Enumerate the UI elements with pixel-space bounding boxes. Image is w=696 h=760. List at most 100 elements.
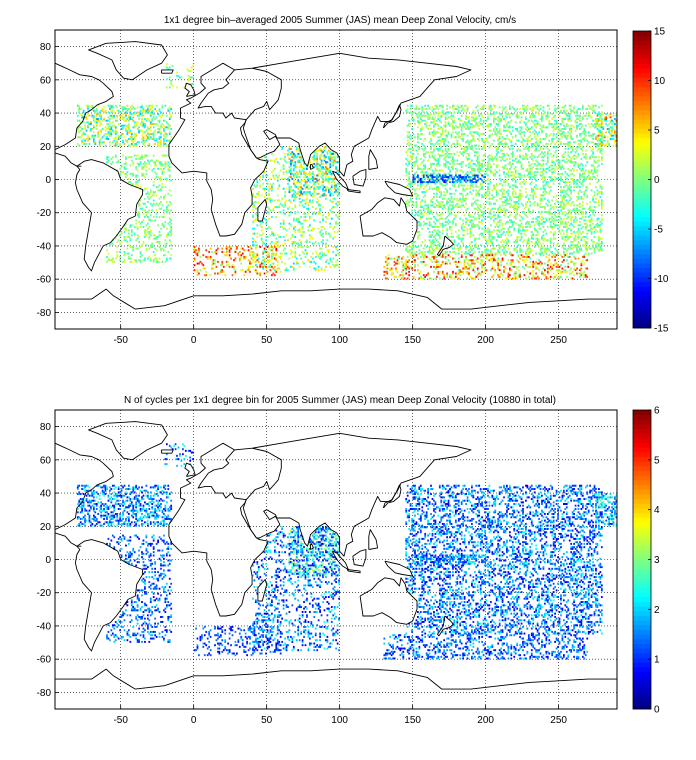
velocity-data-cell xyxy=(136,227,139,230)
velocity-data-cell xyxy=(238,250,241,253)
velocity-data-cell xyxy=(412,152,415,155)
velocity-data-cell xyxy=(170,209,173,212)
velocity-data-cell xyxy=(276,161,279,164)
velocity-data-cell xyxy=(498,245,501,248)
velocity-data-cell xyxy=(525,123,527,125)
velocity-data-cell xyxy=(298,204,301,207)
velocity-data-cell xyxy=(90,128,92,130)
velocity-data-cell xyxy=(450,201,453,204)
velocity-data-cell xyxy=(481,182,484,185)
velocity-data-cell xyxy=(494,186,497,189)
velocity-data-cell xyxy=(262,265,265,268)
velocity-data-cell xyxy=(100,118,103,120)
velocity-data-cell xyxy=(472,124,475,127)
velocity-data-cell xyxy=(152,132,155,135)
velocity-data-cell xyxy=(437,157,440,160)
velocity-data-cell xyxy=(285,269,288,272)
velocity-data-cell xyxy=(110,104,113,107)
velocity-data-cell xyxy=(498,177,501,180)
velocity-data-cell xyxy=(507,184,510,187)
velocity-data-cell xyxy=(460,104,463,107)
velocity-data-cell xyxy=(536,142,539,145)
velocity-data-cell xyxy=(535,147,538,150)
velocity-data-cell xyxy=(262,240,265,243)
velocity-data-cell xyxy=(492,174,495,177)
velocity-data-cell xyxy=(263,217,266,220)
velocity-data-cell xyxy=(91,104,94,107)
velocity-data-cell xyxy=(138,202,140,205)
velocity-data-cell xyxy=(260,234,263,237)
velocity-data-cell xyxy=(408,119,411,122)
velocity-data-cell xyxy=(533,242,536,245)
velocity-data-cell xyxy=(161,106,164,109)
velocity-data-cell xyxy=(135,121,138,124)
velocity-data-cell xyxy=(491,247,494,250)
velocity-data-cell xyxy=(471,249,473,252)
velocity-data-cell xyxy=(268,265,270,268)
velocity-data-cell xyxy=(549,245,552,248)
velocity-data-cell xyxy=(335,245,338,248)
velocity-data-cell xyxy=(332,211,335,214)
velocity-data-cell xyxy=(241,269,244,272)
velocity-data-cell xyxy=(548,121,551,124)
velocity-data-cell xyxy=(491,189,494,192)
velocity-data-cell xyxy=(113,144,116,147)
velocity-data-cell xyxy=(492,139,495,142)
velocity-data-cell xyxy=(284,177,286,180)
velocity-data-cell xyxy=(90,129,92,132)
velocity-data-cell xyxy=(160,142,162,145)
velocity-data-cell xyxy=(119,174,121,177)
velocity-data-cell xyxy=(252,240,254,243)
velocity-data-cell xyxy=(482,159,485,162)
velocity-data-cell xyxy=(457,199,460,202)
velocity-data-cell xyxy=(437,219,440,222)
velocity-data-cell xyxy=(146,109,149,112)
velocity-data-cell xyxy=(469,216,472,219)
velocity-data-cell xyxy=(418,197,421,200)
velocity-data-cell xyxy=(433,118,435,120)
velocity-data-cell xyxy=(468,128,470,130)
velocity-data-cell xyxy=(514,204,517,207)
velocity-data-cell xyxy=(471,240,473,243)
velocity-data-cell xyxy=(304,187,307,190)
velocity-data-cell xyxy=(161,123,164,125)
velocity-data-cell xyxy=(273,269,276,272)
velocity-data-cell xyxy=(294,191,297,194)
velocity-data-cell xyxy=(536,123,539,125)
velocity-data-cell xyxy=(535,123,538,125)
velocity-data-cell xyxy=(287,269,289,272)
velocity-data-cell xyxy=(272,232,275,235)
velocity-data-cell xyxy=(457,131,460,134)
velocity-data-cell xyxy=(533,177,536,180)
velocity-data-cell xyxy=(234,269,237,272)
velocity-data-cell xyxy=(473,207,476,210)
velocity-data-cell xyxy=(125,162,127,165)
velocity-data-cell xyxy=(92,139,95,142)
velocity-data-cell xyxy=(78,131,81,134)
velocity-data-cell xyxy=(408,249,411,252)
velocity-data-cell xyxy=(472,216,475,219)
velocity-data-cell xyxy=(160,131,162,134)
velocity-data-cell xyxy=(468,126,470,129)
velocity-data-cell xyxy=(452,164,454,167)
velocity-data-cell xyxy=(491,237,494,240)
velocity-data-cell xyxy=(170,114,173,117)
velocity-data-cell xyxy=(109,106,111,109)
velocity-data-cell xyxy=(329,234,332,237)
velocity-data-cell xyxy=(259,234,262,237)
velocity-data-cell xyxy=(163,139,165,142)
velocity-data-cell xyxy=(488,124,491,127)
velocity-data-cell xyxy=(417,136,419,139)
velocity-data-cell xyxy=(291,156,294,159)
velocity-data-cell xyxy=(119,111,121,114)
velocity-data-cell xyxy=(125,239,127,242)
velocity-data-cell xyxy=(539,171,542,174)
velocity-data-cell xyxy=(322,239,324,242)
velocity-data-cell xyxy=(494,106,497,109)
velocity-data-cell xyxy=(463,197,466,200)
velocity-data-cell xyxy=(249,254,251,257)
velocity-data-cell xyxy=(475,184,478,187)
velocity-data-cell xyxy=(123,250,126,253)
velocity-data-cell xyxy=(300,179,302,182)
velocity-data-cell xyxy=(510,132,513,135)
